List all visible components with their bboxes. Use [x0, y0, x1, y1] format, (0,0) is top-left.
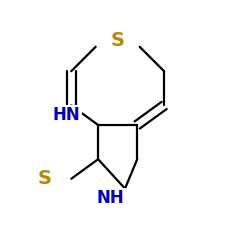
Text: S: S: [111, 31, 125, 50]
Text: S: S: [37, 169, 51, 188]
Text: HN: HN: [52, 106, 80, 124]
Text: NH: NH: [96, 189, 124, 207]
